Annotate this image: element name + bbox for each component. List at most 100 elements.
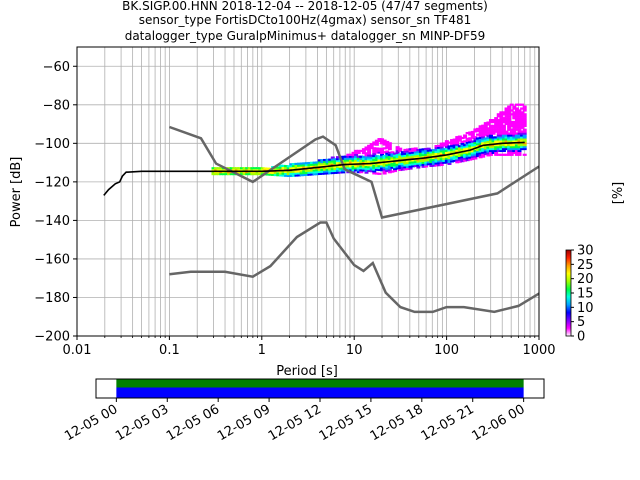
histogram-cell [416, 164, 421, 167]
histogram-cell [507, 151, 512, 154]
histogram-cell [426, 155, 431, 158]
histogram-cell [380, 147, 385, 151]
histogram-cell [398, 153, 403, 156]
histogram-cell [486, 152, 491, 155]
histogram-cell [520, 145, 525, 149]
histogram-cell [499, 134, 504, 137]
histogram-cell [452, 155, 457, 159]
histogram-cell [483, 125, 488, 129]
histogram-cell [509, 120, 514, 124]
histogram-cell [478, 131, 483, 134]
histogram-cell [325, 158, 330, 161]
histogram-cell [317, 163, 322, 166]
histogram-cell [514, 111, 519, 114]
histogram-cell [346, 165, 351, 168]
histogram-cell [211, 172, 216, 176]
histogram-cell [227, 171, 232, 174]
histogram-cell [434, 160, 439, 163]
histogram-cell [385, 142, 390, 146]
histogram-cell [240, 169, 245, 172]
histogram-cell [351, 169, 356, 172]
histogram-cell [504, 115, 509, 118]
histogram-cell [481, 147, 486, 150]
histogram-cell [439, 158, 444, 161]
histogram-cell [393, 158, 398, 161]
histogram-cell [359, 167, 364, 170]
histogram-cell [499, 117, 504, 120]
histogram-cell [465, 147, 470, 150]
histogram-cell [465, 131, 470, 135]
histogram-cell [499, 113, 504, 116]
histogram-cell [393, 156, 398, 159]
histogram-cell [408, 155, 413, 159]
histogram-cell [317, 167, 322, 170]
histogram-cell [245, 171, 250, 174]
histogram-cell [520, 119, 525, 122]
histogram-cell [348, 161, 353, 164]
histogram-cell [214, 171, 219, 174]
histogram-cell [470, 144, 475, 147]
histogram-cell [343, 157, 348, 160]
histogram-cell [426, 163, 431, 166]
plot-frame [76, 46, 540, 337]
histogram-cell [457, 149, 462, 152]
histogram-cell [496, 138, 501, 141]
histogram-cell [455, 147, 460, 150]
histogram-cell [514, 119, 519, 122]
histogram-cell [491, 119, 496, 122]
histogram-cell [364, 167, 369, 170]
histogram-cell [411, 151, 416, 154]
histogram-cell [341, 171, 346, 174]
histogram-cell [224, 169, 229, 172]
histogram-cell [431, 160, 436, 163]
histogram-cell [473, 155, 478, 158]
histogram-cell [271, 173, 276, 176]
histogram-cell [387, 142, 392, 145]
histogram-cell [315, 169, 320, 172]
histogram-cell [364, 171, 369, 174]
histogram-cell [219, 169, 224, 172]
histogram-cell [229, 167, 234, 170]
histogram-cell [317, 161, 322, 164]
histogram-cell [470, 155, 475, 159]
histogram-cell [486, 121, 491, 124]
histogram-cell [374, 139, 379, 142]
histogram-cell [447, 149, 452, 152]
histogram-cell [405, 163, 410, 167]
histogram-cell [413, 162, 418, 166]
histogram-cell [403, 162, 408, 165]
histogram-cell [372, 154, 377, 158]
histogram-cell [491, 147, 496, 151]
histogram-cell [382, 151, 387, 154]
histogram-cell [317, 159, 322, 162]
histogram-cell [367, 154, 372, 157]
histogram-cell [359, 165, 364, 168]
histogram-cell [398, 163, 403, 166]
histogram-cell [322, 170, 327, 173]
histogram-cell [517, 128, 522, 131]
histogram-cell [255, 167, 260, 170]
histogram-cell [294, 170, 299, 173]
histogram-cell [361, 148, 366, 151]
histogram-cell [517, 111, 522, 114]
histogram-cell [517, 113, 522, 116]
histogram-cell [501, 136, 506, 139]
histogram-cell [470, 130, 475, 134]
histogram-cell [507, 140, 512, 143]
histogram-cell [520, 130, 525, 133]
histogram-cell [377, 157, 382, 160]
histogram-cell [413, 155, 418, 158]
histogram-cell [486, 154, 491, 157]
noise-model-high-line [168, 125, 540, 219]
histogram-cell [405, 156, 410, 159]
histogram-cell [304, 171, 309, 174]
histogram-cell [382, 168, 387, 171]
histogram-cell [457, 135, 462, 138]
histogram-cell [460, 148, 465, 151]
histogram-cell [481, 132, 486, 135]
histogram-cell [507, 138, 512, 141]
histogram-cell [369, 166, 374, 169]
histogram-cell [322, 172, 327, 175]
histogram-cell [343, 159, 348, 162]
histogram-cell [499, 124, 504, 127]
